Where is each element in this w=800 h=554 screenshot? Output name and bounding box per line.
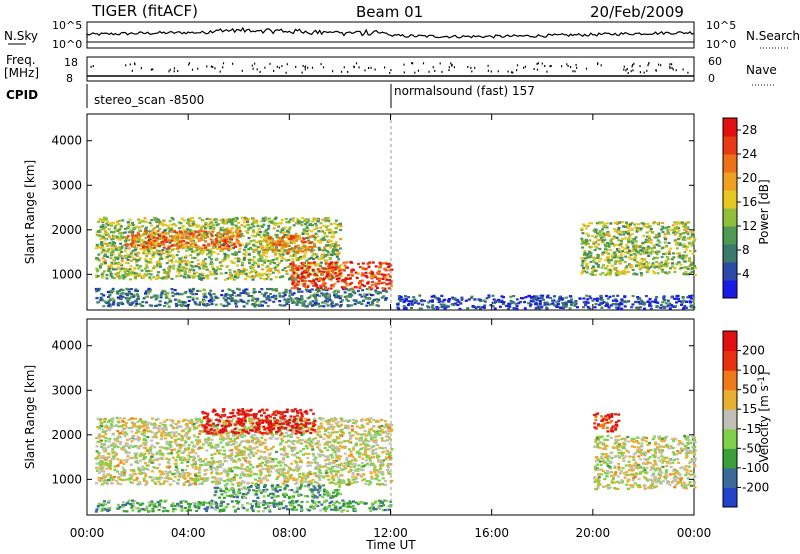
nave-label: Nave <box>746 63 777 77</box>
y-tick-label: 2000 <box>51 223 82 237</box>
y-tick-label: 3000 <box>51 383 82 397</box>
freq-unit: [MHz] <box>4 66 39 80</box>
time-tick-label: 20:00 <box>576 526 611 540</box>
freq-label: Freq. <box>6 53 36 67</box>
velocity-y-ticks: 1000 2000 3000 4000 <box>51 339 694 486</box>
power-y-label: Slant Range [km] <box>23 160 37 264</box>
colorbar-tick-label: 20 <box>742 171 757 185</box>
nsearch-label: N.Search <box>746 29 800 43</box>
nsky-tick-bottom: 10^0 <box>52 38 82 51</box>
colorbar-swatch <box>723 154 737 173</box>
nsearch-tick-bottom: 10^0 <box>706 38 736 51</box>
beam-title: Beam 01 <box>356 3 423 21</box>
y-tick-label: 4000 <box>51 134 82 148</box>
freq-trace <box>87 62 694 77</box>
cpid-segment-1: stereo_scan -8500 <box>94 93 204 107</box>
colorbar-swatch <box>723 208 737 227</box>
colorbar-swatch <box>723 226 737 245</box>
colorbar-swatch <box>723 448 737 469</box>
colorbar-swatch <box>723 467 737 488</box>
time-tick-label: 04:00 <box>171 526 206 540</box>
colorbar-swatch <box>723 280 737 299</box>
colorbar-tick-label: 100 <box>742 363 765 377</box>
power-y-ticks: 1000 2000 3000 4000 <box>51 134 694 281</box>
freq-tick-top: 18 <box>64 56 78 69</box>
colorbar-tick-label: -100 <box>742 461 769 475</box>
nsky-label: N.Sky <box>4 29 38 43</box>
colorbar-tick-label: 16 <box>742 195 757 209</box>
power-data <box>94 216 697 310</box>
time-axis-label: Time UT <box>365 538 416 552</box>
colorbar-tick-label: -50 <box>742 441 762 455</box>
colorbar-swatch <box>723 389 737 410</box>
colorbar-swatch <box>723 370 737 391</box>
colorbar-tick-label: 15 <box>742 402 757 416</box>
velocity-colorbar: 200 100 50 15 -15 -50 -100 -200 <box>722 330 769 508</box>
freq-tick-bottom: 8 <box>66 72 73 85</box>
time-tick-label: 00:00 <box>70 526 105 540</box>
colorbar-tick-label: 50 <box>742 383 757 397</box>
colorbar-swatch <box>723 244 737 263</box>
time-tick-label: 08:00 <box>272 526 307 540</box>
colorbar-tick-label: -15 <box>742 422 762 436</box>
colorbar-tick-label: 12 <box>742 219 757 233</box>
colorbar-tick-label: 4 <box>742 267 750 281</box>
velocity-colorbar-label: Velocity [m s-1] <box>757 372 771 463</box>
cpid-label: CPID <box>6 88 38 102</box>
freq-panel <box>86 56 695 82</box>
y-tick-label: 1000 <box>51 267 82 281</box>
power-colorbar: 4 8 12 16 20 24 28 <box>722 117 757 299</box>
nsky-trace <box>86 26 695 43</box>
cpid-segment-2: normalsound (fast) 157 <box>394 84 535 98</box>
colorbar-tick-label: 28 <box>742 123 757 137</box>
y-tick-label: 2000 <box>51 428 82 442</box>
y-tick-label: 4000 <box>51 339 82 353</box>
time-tick-label: 00:00 <box>677 526 712 540</box>
power-colorbar-label: Power [dB] <box>757 179 771 244</box>
time-tick-label: 16:00 <box>474 526 509 540</box>
nave-tick-top: 60 <box>708 55 722 68</box>
time-tick-label: 12:00 <box>373 526 408 540</box>
colorbar-swatch <box>723 428 737 449</box>
velocity-data <box>94 408 697 513</box>
colorbar-swatch <box>723 487 737 508</box>
y-tick-label: 3000 <box>51 178 82 192</box>
nave-tick-bottom: 0 <box>708 72 715 85</box>
colorbar-swatch <box>723 136 737 155</box>
colorbar-swatch <box>723 262 737 281</box>
colorbar-swatch <box>723 172 737 191</box>
date-title: 20/Feb/2009 <box>590 3 684 21</box>
colorbar-swatch <box>723 118 737 137</box>
colorbar-tick-label: 8 <box>742 243 750 257</box>
colorbar-swatch <box>723 331 737 352</box>
y-tick-label: 1000 <box>51 472 82 486</box>
velocity-y-label: Slant Range [km] <box>23 365 37 469</box>
station-title: TIGER (fitACF) <box>91 2 198 20</box>
colorbar-tick-label: 24 <box>742 147 757 161</box>
colorbar-swatch <box>723 190 737 209</box>
colorbar-tick-label: -200 <box>742 480 769 494</box>
time-axis-ticks: 00:00 04:00 08:00 12:00 16:00 20:00 00:00 <box>70 114 712 540</box>
nsky-tick-top: 10^5 <box>52 19 82 32</box>
colorbar-tick-label: 200 <box>742 344 765 358</box>
colorbar-swatch <box>723 350 737 371</box>
colorbar-swatch <box>723 409 737 430</box>
nsearch-tick-top: 10^5 <box>706 19 736 32</box>
